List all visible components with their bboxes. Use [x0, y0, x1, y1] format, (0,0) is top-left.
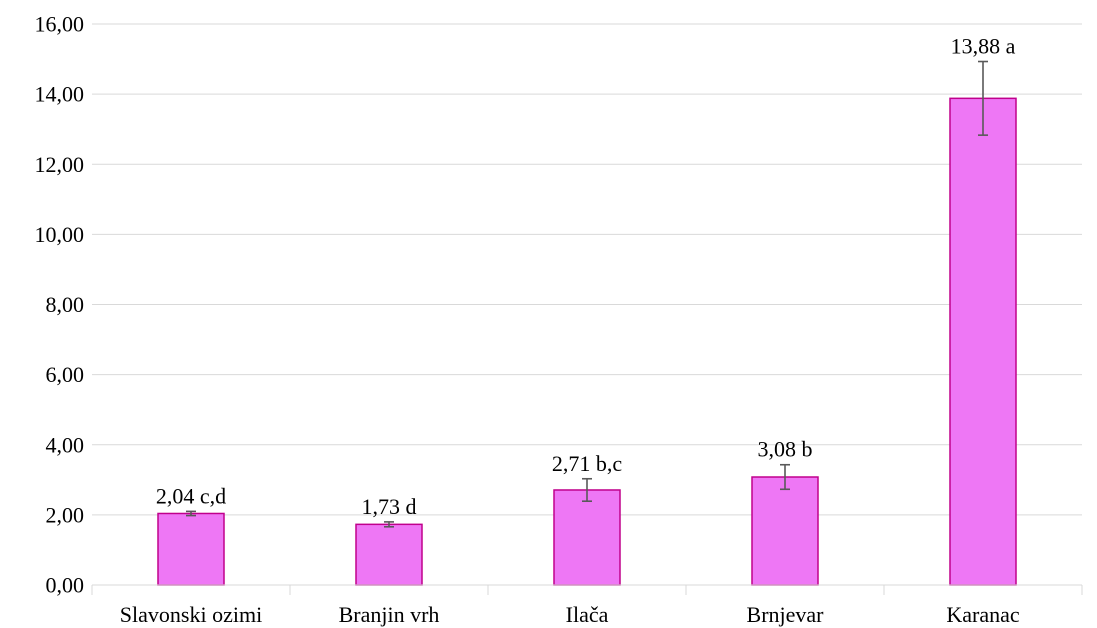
y-tick-label: 10,00: [35, 222, 85, 247]
y-tick-label: 0,00: [46, 573, 85, 598]
x-axis: Slavonski ozimi Branjin vrh Ilača Brnjevar K…: [91, 584, 1083, 627]
bars: [157, 97, 1017, 586]
gridlines: [92, 23, 1082, 516]
error-bars: [186, 60, 988, 528]
y-axis-tick-labels: 0,00 2,00 4,00 6,00 8,00 10,00 12,00 14,00 16,00: [35, 12, 85, 598]
y-tick-label: 6,00: [46, 362, 85, 387]
y-tick-label: 4,00: [46, 432, 85, 457]
x-category-label: Brnjevar: [747, 602, 825, 627]
x-category-label: Branjin vrh: [339, 602, 440, 627]
data-label: 2,71 b,c: [552, 451, 623, 476]
y-tick-label: 14,00: [35, 82, 85, 107]
x-category-label: Karanac: [946, 602, 1020, 627]
bar: [355, 523, 423, 586]
bar: [949, 97, 1017, 586]
y-tick-label: 2,00: [46, 502, 85, 527]
data-label: 2,04 c,d: [156, 483, 226, 508]
bar: [751, 476, 819, 586]
y-tick-label: 8,00: [46, 292, 85, 317]
data-labels: 2,04 c,d 1,73 d 2,71 b,c 3,08 b 13,88 a: [156, 34, 1016, 519]
bar: [157, 512, 225, 586]
data-label: 1,73 d: [362, 494, 417, 519]
x-category-label: Slavonski ozimi: [120, 602, 262, 627]
data-label: 3,08 b: [758, 437, 813, 462]
data-label: 13,88 a: [951, 34, 1016, 59]
x-category-label: Ilača: [566, 602, 609, 627]
y-tick-label: 16,00: [35, 12, 85, 37]
bar: [553, 489, 621, 586]
y-tick-label: 12,00: [35, 152, 85, 177]
